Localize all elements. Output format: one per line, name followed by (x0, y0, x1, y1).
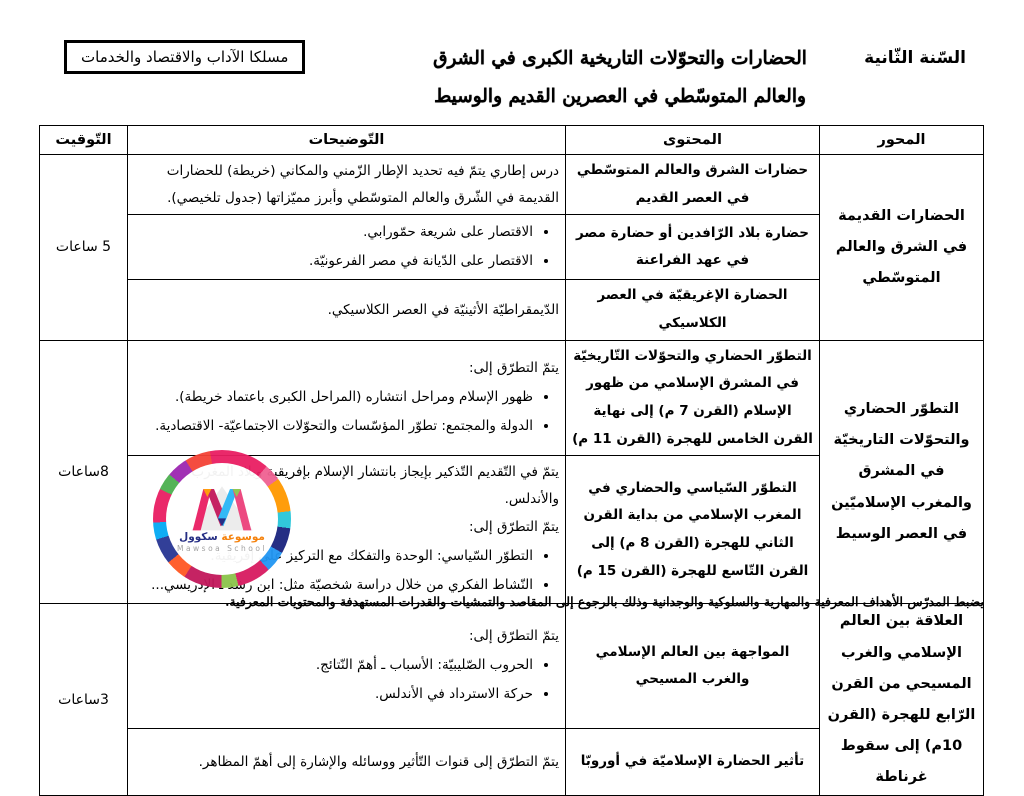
notes-cell: درس إطاري يتمّ فيه تحديد الإطار الزّمني … (127, 153, 566, 216)
header-notes: التّوضيحات (127, 125, 566, 155)
notes-bullet-list: ظهور الإسلام ومراحل انتشاره (المراحل الك… (134, 384, 559, 440)
table-row: حضارة بلاد الرّافدين أو حضارة مصر في عهد… (40, 214, 984, 281)
year-label: السّنة الثّانية (864, 48, 966, 68)
bullet-item: الاقتصار على الدّيانة في مصر الفرعونيّة. (134, 248, 533, 275)
mawsoa-school-logo: موسوعة سكوول Mawsoa School (153, 450, 291, 588)
content-cell: حضارة بلاد الرّافدين أو حضارة مصر في عهد… (565, 214, 820, 281)
header-content: المحتوى (565, 125, 820, 155)
notes-cell: يتمّ التطرّق إلى: الحروب الصّليبيّة: الأ… (127, 603, 566, 730)
header-axis: المحور (819, 125, 984, 155)
header-timing: التّوقيت (39, 125, 128, 155)
bullet-item: التطوّر السّياسي: الوحدة والتفكك مع التر… (134, 543, 533, 570)
footer-note: يضبط المدرّس الأهداف المعرفية والمهارية … (225, 594, 984, 609)
page-title-line1: الحضارات والتحوّلات التاريخية الكبرى في … (433, 48, 807, 69)
bullet-item: الدولة والمجتمع: تطوّر المؤسّسات والتحوّ… (134, 413, 533, 440)
table-row: التطوّر الحضاري والتحوّلات التاريخيّة في… (39, 339, 984, 605)
page-title-line2: والعالم المتوسّطي في العصرين القديم والو… (434, 85, 806, 107)
content-cell: المواجهة بين العالم الإسلامي والغرب المس… (565, 603, 820, 730)
mawsoa-m-icon (191, 486, 253, 531)
bullet-item: الحروب الصّليبيّة: الأسباب ـ أهمّ النّتا… (134, 652, 533, 679)
notes-cell: الاقتصار على شريعة حمّورابي. الاقتصار عل… (127, 214, 566, 281)
bullet-item: حركة الاسترداد في الأندلس. (134, 681, 533, 708)
logo-inner: موسوعة سكوول Mawsoa School (166, 463, 278, 575)
track-box: مسلكا الآداب والاقتصاد والخدمات (64, 40, 306, 74)
notes-cell: يتمّ التطرّق إلى قنوات التّأثير ووسائله … (127, 728, 566, 796)
notes-cell: الدّيمقراطيّة الأثينيّة في العصر الكلاسي… (127, 279, 566, 341)
logo-arabic-name: موسوعة سكوول (179, 531, 265, 543)
notes-cell: يتمّ التطرّق إلى: ظهور الإسلام ومراحل ان… (127, 339, 566, 457)
notes-intro: يتمّ التطرّق إلى: (469, 360, 559, 377)
content-cell: حضارات الشرق والعالم المتوسّطي في العصر … (565, 153, 820, 216)
content-cell: التطوّر السّياسي والحضاري في المغرب الإس… (565, 455, 820, 605)
timing-cell-2: 8ساعات (39, 339, 128, 605)
timing-cell-1: 5 ساعات (39, 154, 128, 341)
page-title: الحضارات والتحوّلات التاريخية الكبرى في … (420, 40, 820, 116)
notes-intro: يتمّ التطرّق إلى: (469, 519, 559, 536)
content-cell: التطوّر الحضاري والتحوّلات التّاريخيّة ف… (565, 339, 820, 457)
table-row: العلاقة بين العالم الإسلامي والغرب المسي… (39, 603, 984, 796)
content-cell: الحضارة الإغريقيّة في العصر الكلاسيكي (565, 279, 820, 341)
table-header-row: المحور المحتوى التّوضيحات التّوقيت (39, 125, 984, 155)
logo-ring-icon: موسوعة سكوول Mawsoa School (153, 450, 291, 588)
table-row: الحضارات القديمة في الشرق والعالم المتوس… (39, 153, 984, 341)
notes-bullet-list: الاقتصار على شريعة حمّورابي. الاقتصار عل… (134, 219, 559, 275)
timing-cell-3: 3ساعات (39, 603, 128, 796)
axis-cell-3: العلاقة بين العالم الإسلامي والغرب المسي… (819, 603, 984, 796)
table-row: الحضارة الإغريقيّة في العصر الكلاسيكي ال… (40, 279, 984, 341)
notes-intro: يتمّ التطرّق إلى: (469, 628, 559, 645)
bullet-item: الاقتصار على شريعة حمّورابي. (134, 219, 533, 246)
axis-cell-1: الحضارات القديمة في الشرق والعالم المتوس… (819, 154, 984, 341)
axis-cell-2: التطوّر الحضاري والتحوّلات التاريخيّة في… (819, 339, 984, 605)
content-cell: تأثير الحضارة الإسلاميّة في أوروبّا (565, 728, 820, 796)
logo-latin-name: Mawsoa School (176, 544, 268, 553)
notes-intro: يتمّ في التّقديم التّذكير بإيجاز بانتشار… (191, 464, 559, 508)
curriculum-table: المحور المحتوى التّوضيحات التّوقيت الحضا… (39, 125, 984, 796)
bullet-item: ظهور الإسلام ومراحل انتشاره (المراحل الك… (134, 384, 533, 411)
notes-bullet-list: الحروب الصّليبيّة: الأسباب ـ أهمّ النّتا… (134, 652, 559, 708)
